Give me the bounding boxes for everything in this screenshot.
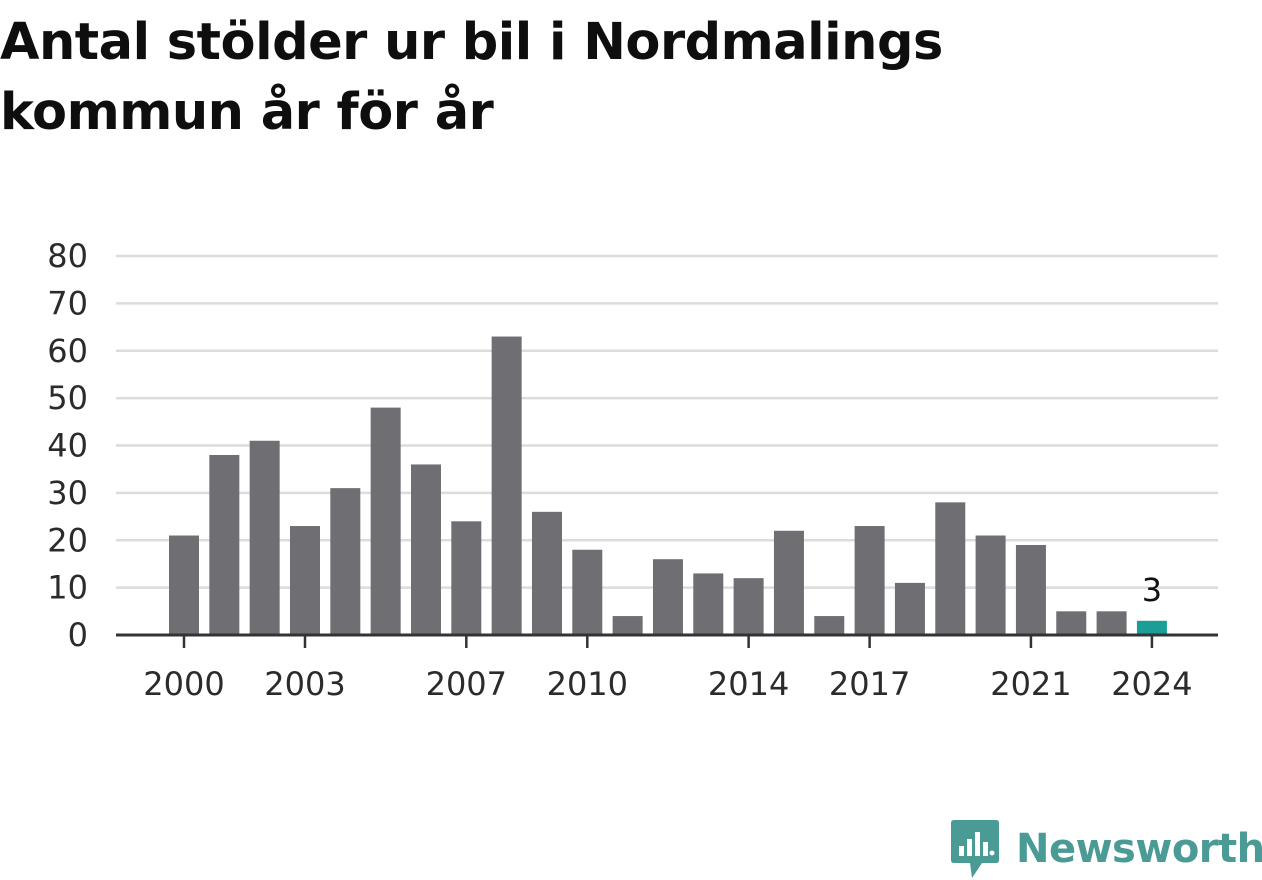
- bar: [1096, 611, 1127, 635]
- bar: [975, 535, 1006, 635]
- x-axis: [116, 633, 1218, 648]
- bar: [652, 559, 683, 635]
- bar: [572, 549, 603, 635]
- highlight-value-label: 3: [1142, 571, 1162, 609]
- bar: [169, 535, 199, 635]
- x-tick-label: 2007: [426, 665, 507, 703]
- bar: [814, 616, 845, 635]
- bar: [410, 464, 441, 635]
- bar: [370, 407, 401, 635]
- x-tick-label: 2017: [829, 665, 910, 703]
- bar-highlighted: [1136, 620, 1167, 635]
- newsworthy-logo-icon: [951, 820, 999, 878]
- bar: [491, 336, 522, 635]
- bar: [773, 530, 804, 635]
- bar: [935, 502, 966, 635]
- y-tick-label: 20: [47, 521, 88, 559]
- y-axis-labels: 0 10 20 30 40 50 60 70 80: [47, 237, 88, 654]
- y-tick-label: 30: [47, 474, 88, 512]
- x-tick-label: 2024: [1111, 665, 1192, 703]
- x-tick-label: 2021: [990, 665, 1071, 703]
- y-tick-label: 80: [47, 237, 88, 275]
- bar: [1056, 611, 1087, 635]
- newsworthy-brand: Newsworthy: [950, 818, 1262, 880]
- bar: [1015, 544, 1046, 635]
- bar: [209, 454, 240, 635]
- x-tick-label: 2003: [264, 665, 345, 703]
- bar: [693, 573, 724, 635]
- y-tick-label: 10: [47, 569, 88, 607]
- bar: [531, 511, 562, 635]
- x-axis-labels: 2000 2003 2007 2010 2014 2017 2021 2024: [143, 665, 1192, 703]
- bars: [169, 336, 1167, 635]
- y-tick-label: 60: [47, 332, 88, 370]
- bar: [451, 521, 482, 635]
- y-tick-label: 0: [68, 616, 88, 654]
- data-labels: 3: [1142, 571, 1162, 609]
- bar: [289, 526, 320, 635]
- bar: [894, 582, 925, 635]
- bar: [330, 488, 361, 635]
- bar: [854, 526, 885, 635]
- y-tick-label: 40: [47, 427, 88, 465]
- bar: [249, 440, 280, 635]
- bar: [612, 616, 643, 635]
- x-tick-label: 2000: [143, 665, 224, 703]
- brand-name: Newsworthy: [1016, 826, 1262, 872]
- x-tick-label: 2014: [708, 665, 789, 703]
- y-tick-label: 50: [47, 379, 88, 417]
- chart-title: Antal stölder ur bil i Nordmalings kommu…: [0, 13, 943, 142]
- x-tick-label: 2010: [547, 665, 628, 703]
- y-tick-label: 70: [47, 284, 88, 322]
- bar: [733, 578, 764, 635]
- gridlines: [116, 254, 1218, 589]
